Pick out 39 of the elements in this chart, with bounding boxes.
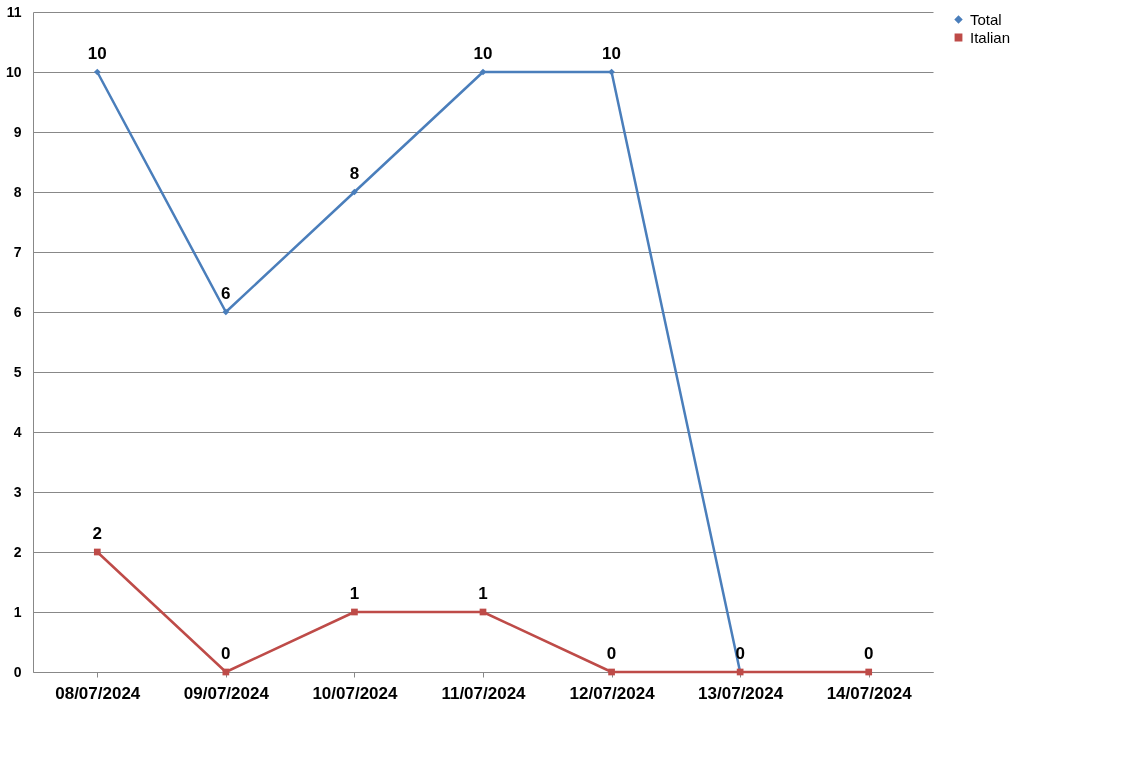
y-tick-label: 4 <box>13 423 22 440</box>
y-tick-label: 9 <box>13 123 22 140</box>
x-tick-label: 12/07/2024 <box>569 683 656 703</box>
x-tick-label: 11/07/2024 <box>441 683 527 703</box>
y-tick-label: 10 <box>5 63 22 80</box>
point <box>865 668 873 676</box>
point <box>479 68 487 76</box>
point <box>608 668 615 676</box>
data-label: 10 <box>473 44 493 63</box>
y-tick-label: 3 <box>13 483 22 500</box>
point <box>93 68 101 76</box>
data-label: 0 <box>606 644 617 663</box>
x-tick-label: 10/07/2024 <box>312 683 399 703</box>
y-tick-label: 6 <box>13 303 22 320</box>
y-tick-label: 0 <box>13 663 22 680</box>
data-label: 1 <box>478 584 488 603</box>
point <box>351 608 358 616</box>
y-tick-label: 2 <box>13 543 22 560</box>
legend-label: Italian <box>970 28 1011 46</box>
y-tick-label: 1 <box>13 603 22 620</box>
data-label: 10 <box>87 44 107 63</box>
y-tick-label: 11 <box>6 3 22 20</box>
point <box>222 308 230 316</box>
x-tick-label: 08/07/2024 <box>55 683 141 703</box>
y-tick-label: 5 <box>13 363 22 380</box>
data-label: 0 <box>863 644 874 663</box>
data-label: 0 <box>221 644 231 663</box>
x-tick-label: 13/07/2024 <box>698 683 784 703</box>
y-tick-label: 7 <box>13 243 22 260</box>
data-label: 1 <box>349 584 360 603</box>
legend-label: Total <box>970 10 1002 28</box>
x-tick-label: 14/07/2024 <box>826 683 913 703</box>
point <box>93 548 101 556</box>
data-label: 6 <box>221 284 231 303</box>
data-label: 10 <box>602 44 622 63</box>
data-label: 2 <box>92 524 103 543</box>
data-label: 8 <box>349 164 360 183</box>
y-tick-label: 8 <box>13 183 22 200</box>
x-tick-label: 09/07/2024 <box>183 683 270 703</box>
